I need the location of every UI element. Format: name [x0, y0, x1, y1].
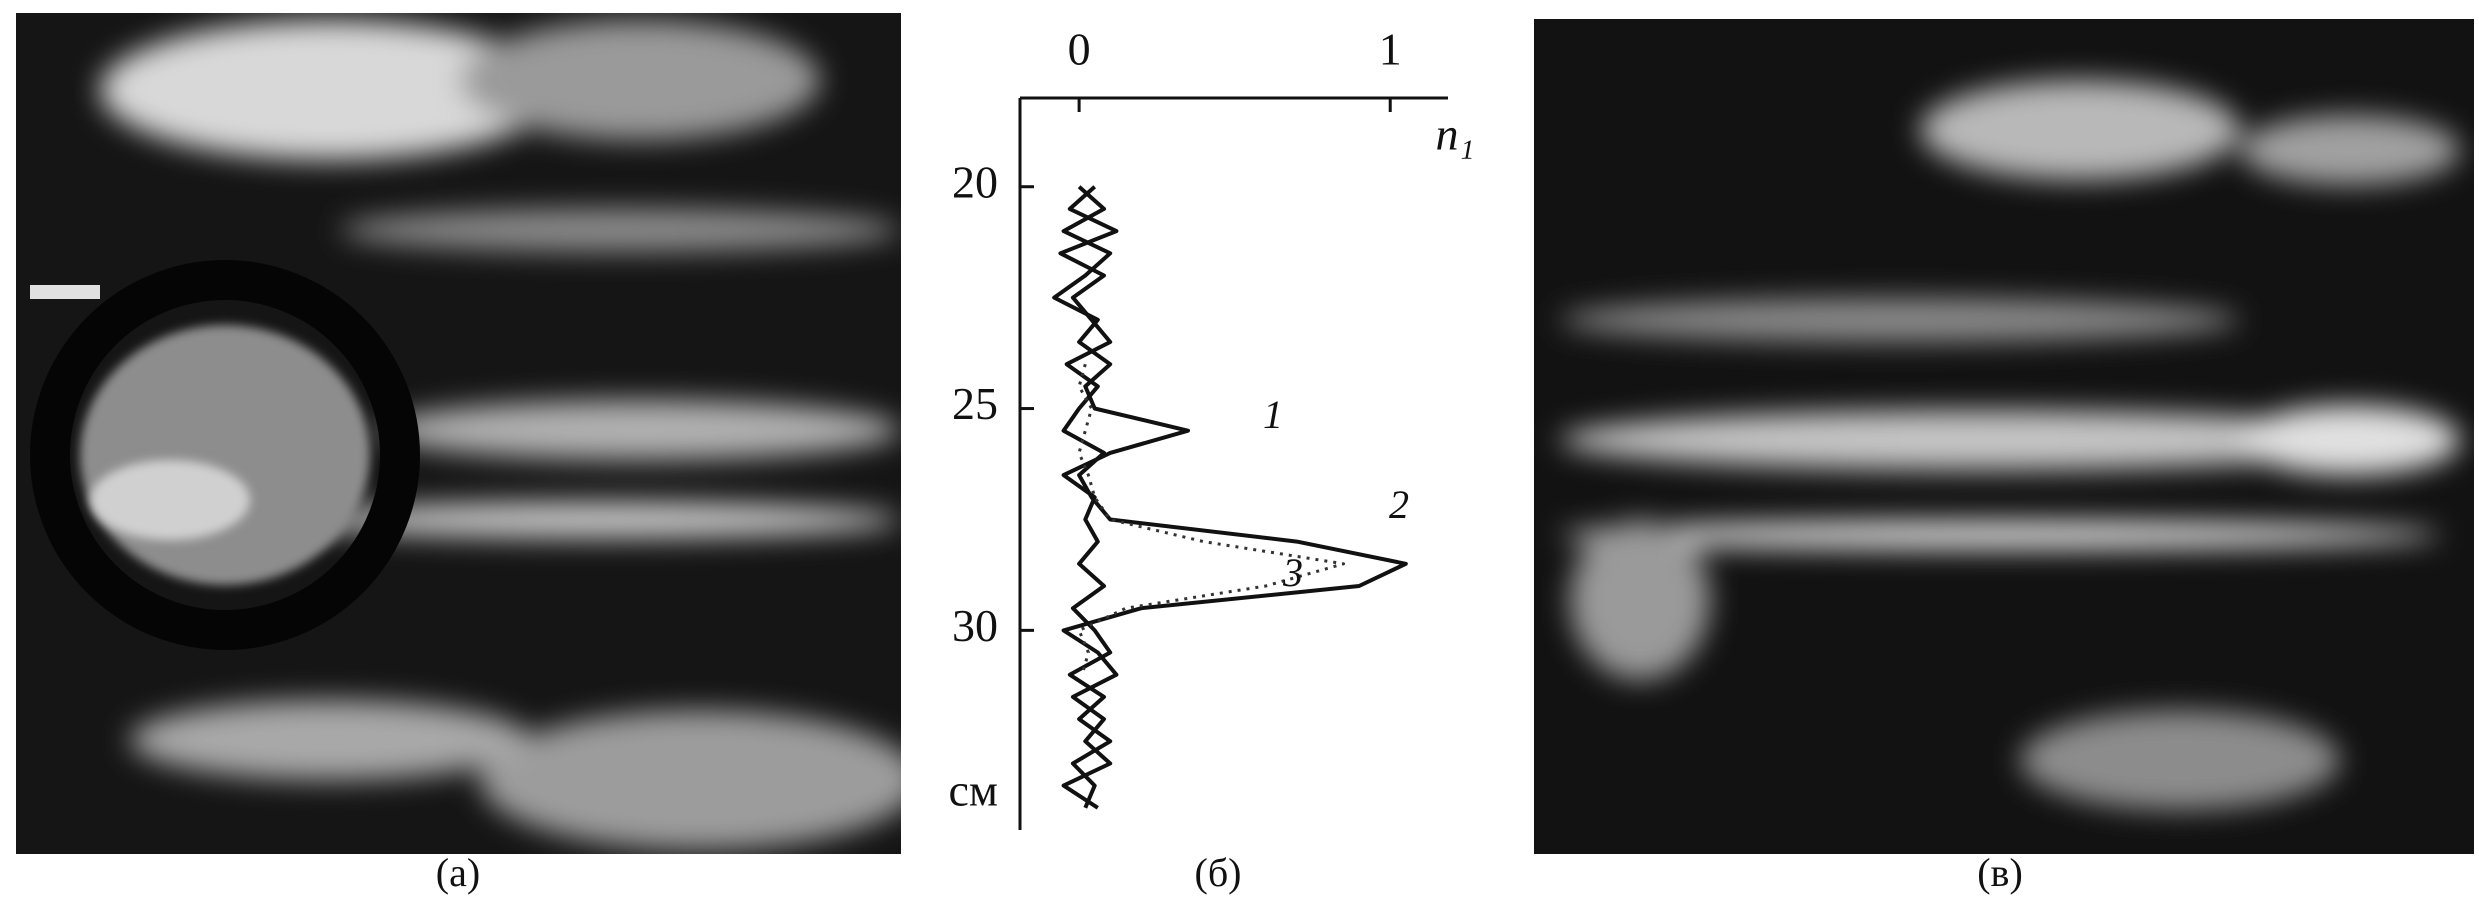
x-axis-label: n₁ [1436, 109, 1475, 160]
panel-label: (в) [1977, 850, 2023, 895]
curve-label: 1 [1263, 392, 1283, 437]
y-tick-label: 20 [952, 156, 998, 207]
curve-label: 3 [1282, 550, 1303, 595]
photo-a [16, 13, 901, 854]
y-tick-label: 30 [952, 600, 998, 651]
x-tick-label: 0 [1068, 24, 1091, 75]
y-axis-label: см [948, 765, 998, 816]
x-tick-label: 1 [1379, 24, 1402, 75]
photo-v [1534, 19, 2474, 854]
series-line [1077, 363, 1346, 676]
panel-label: (а) [436, 850, 480, 895]
series-line [1052, 185, 1190, 809]
panel-label: (б) [1195, 850, 1242, 895]
series-line [1058, 185, 1408, 810]
y-tick-label: 25 [952, 378, 998, 429]
chart: 0 1 20 25 30 n₁ см 1 2 3 [948, 24, 1475, 830]
curve-label: 2 [1389, 482, 1409, 527]
